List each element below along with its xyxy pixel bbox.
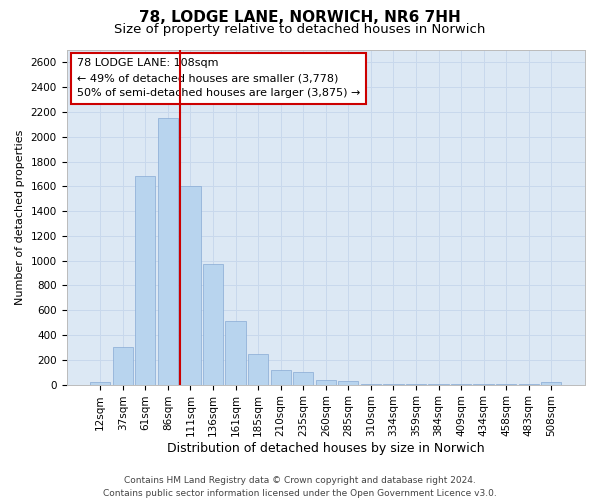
Bar [135, 176, 155, 384]
Bar [226, 322, 246, 384]
Bar [338, 381, 358, 384]
Text: Contains HM Land Registry data © Crown copyright and database right 2024.
Contai: Contains HM Land Registry data © Crown c… [103, 476, 497, 498]
Bar [541, 382, 562, 384]
Bar [90, 382, 110, 384]
Text: 78 LODGE LANE: 108sqm
← 49% of detached houses are smaller (3,778)
50% of semi-d: 78 LODGE LANE: 108sqm ← 49% of detached … [77, 58, 360, 98]
Bar [181, 186, 200, 384]
Bar [113, 348, 133, 385]
Bar [248, 354, 268, 384]
Bar [203, 264, 223, 384]
Bar [271, 370, 291, 384]
X-axis label: Distribution of detached houses by size in Norwich: Distribution of detached houses by size … [167, 442, 485, 455]
Text: Size of property relative to detached houses in Norwich: Size of property relative to detached ho… [115, 22, 485, 36]
Text: 78, LODGE LANE, NORWICH, NR6 7HH: 78, LODGE LANE, NORWICH, NR6 7HH [139, 10, 461, 25]
Bar [293, 372, 313, 384]
Bar [158, 118, 178, 384]
Y-axis label: Number of detached properties: Number of detached properties [15, 130, 25, 305]
Bar [316, 380, 336, 384]
